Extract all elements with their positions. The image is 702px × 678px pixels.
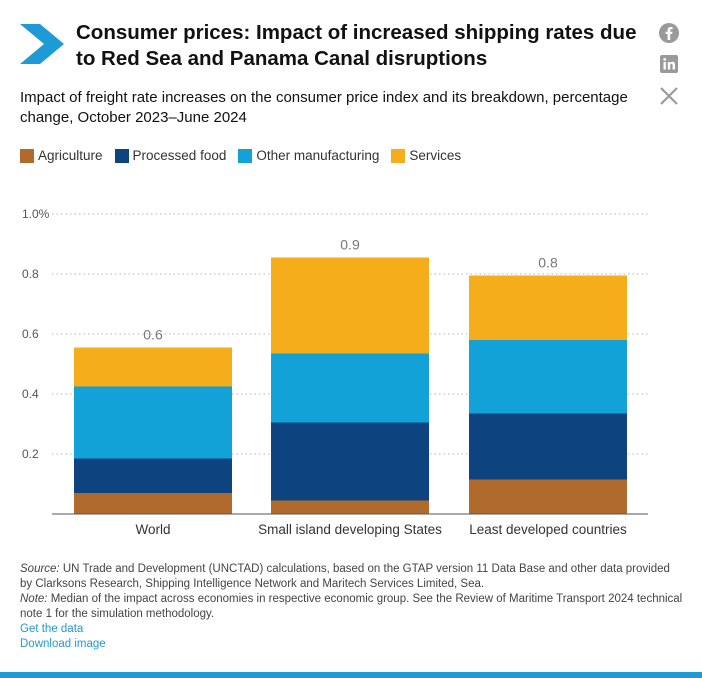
source-text: UN Trade and Development (UNCTAD) calcul… [20, 563, 670, 590]
chart-subtitle: Impact of freight rate increases on the … [20, 89, 628, 126]
bar-segment-agriculture [74, 493, 232, 514]
x-tick-label: Least developed countries [469, 522, 627, 537]
source-label: Source: [20, 563, 60, 575]
note-label: Note: [20, 593, 48, 605]
legend-swatch-other-manufacturing [238, 148, 253, 163]
bar-segment-other-manufacturing [74, 386, 232, 459]
chart-footer: Source: UN Trade and Development (UNCTAD… [20, 562, 685, 652]
x-tick-label: World [135, 522, 170, 537]
legend-label: Processed food [132, 148, 227, 163]
linkedin-share-button[interactable] [657, 52, 681, 76]
note-text: Median of the impact across economies in… [20, 593, 683, 620]
legend-swatch-agriculture [20, 148, 34, 163]
legend-label: Other manufacturing [256, 148, 380, 163]
linkedin-icon [660, 55, 678, 73]
bar-segment-other-manufacturing [469, 340, 627, 414]
bar-segment-agriculture [271, 500, 429, 514]
y-tick-label: 0.6 [22, 327, 39, 341]
legend-swatch-processed-food [114, 148, 129, 163]
bar-segment-processed-food [74, 458, 232, 493]
data-label-total: 0.8 [538, 255, 558, 271]
x-tick-label: Small island developing States [258, 522, 442, 537]
x-share-button[interactable] [657, 84, 681, 108]
legend-item-services: Services [391, 148, 461, 163]
bar-segment-services [271, 257, 429, 354]
y-tick-label: 1.0% [22, 207, 50, 221]
bar-segment-other-manufacturing [271, 353, 429, 423]
bar-segment-services [74, 347, 232, 387]
y-tick-label: 0.2 [22, 447, 39, 461]
x-icon [660, 87, 678, 105]
bar-segment-processed-food [469, 413, 627, 480]
page-title: Consumer prices: Impact of increased shi… [76, 21, 637, 70]
methodology-note: Note: Median of the impact across econom… [20, 592, 685, 622]
y-tick-label: 0.8 [22, 267, 39, 281]
y-tick-label: 0.4 [22, 387, 39, 401]
legend-item-agriculture: Agriculture [20, 148, 103, 163]
legend-label: Agriculture [38, 148, 103, 163]
download-image-link[interactable]: Download image [20, 638, 106, 650]
legend-label: Services [409, 148, 462, 163]
source-note: Source: UN Trade and Development (UNCTAD… [20, 562, 685, 592]
brand-chevron-icon [20, 24, 64, 64]
stacked-bar-chart: 0.2 0.4 0.6 0.8 1.0% 0.6 World 0.9 Small island … [22, 207, 648, 537]
facebook-icon [659, 23, 679, 43]
bar-segment-processed-food [271, 422, 429, 501]
legend-swatch-services [391, 148, 406, 163]
legend-item-processed-food: Processed food [114, 148, 227, 163]
facebook-share-button[interactable] [657, 21, 681, 45]
bottom-accent-bar [0, 672, 702, 678]
get-data-link[interactable]: Get the data [20, 623, 84, 635]
chart-legend: Agriculture Processed food Other manufac… [20, 148, 461, 163]
data-label-total: 0.9 [340, 237, 360, 253]
data-label-total: 0.6 [143, 327, 163, 343]
bar-segment-agriculture [469, 479, 627, 514]
legend-item-other-manufacturing: Other manufacturing [238, 148, 379, 163]
bar-segment-services [469, 275, 627, 340]
